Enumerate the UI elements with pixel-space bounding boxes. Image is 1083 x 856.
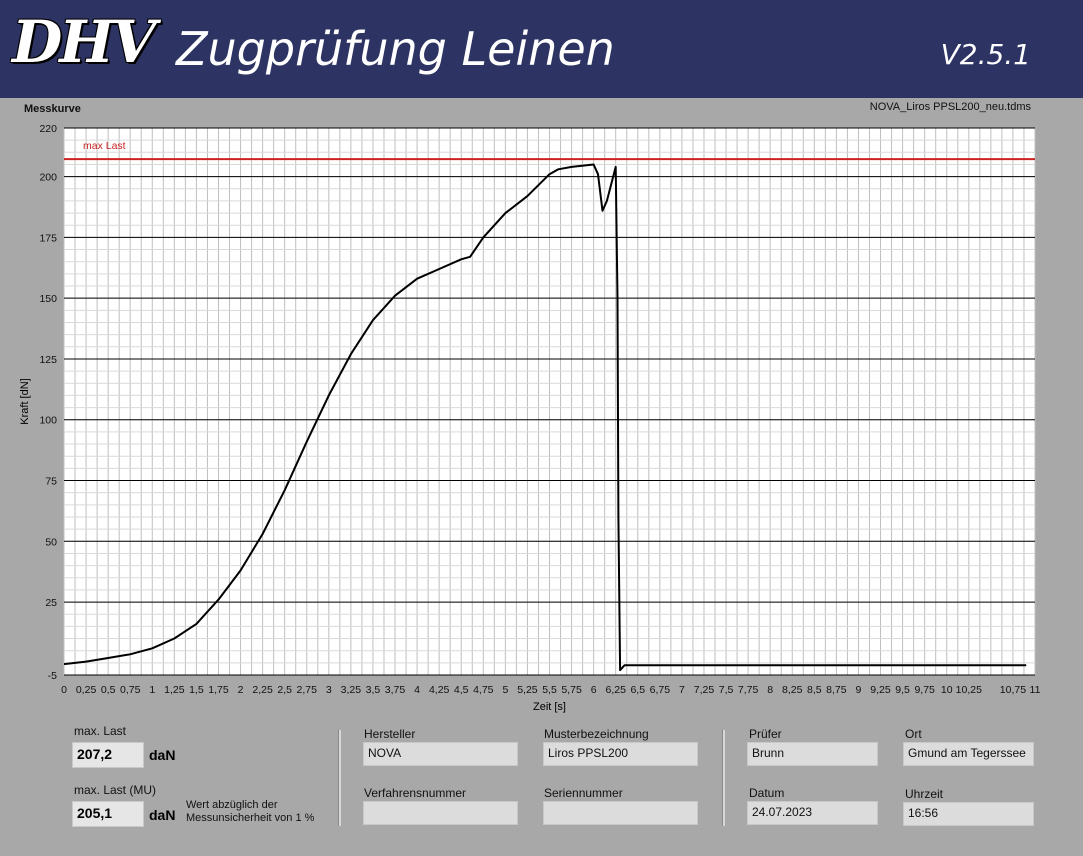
x-tick-label: 2,5 bbox=[277, 684, 292, 696]
x-tick-label: 9,25 bbox=[870, 684, 891, 696]
x-tick-label: 6,25 bbox=[605, 684, 626, 696]
x-tick-label: 1,25 bbox=[164, 684, 185, 696]
y-tick-label: 75 bbox=[45, 476, 57, 488]
x-tick-label: 0 bbox=[61, 684, 67, 696]
verfahrensnummer-field[interactable] bbox=[363, 801, 518, 825]
x-tick-label: 0,25 bbox=[76, 684, 97, 696]
x-tick-label: 3,25 bbox=[341, 684, 362, 696]
pruefer-label: Prüfer bbox=[749, 727, 782, 741]
x-tick-label: 0,75 bbox=[120, 684, 141, 696]
chart-filename: NOVA_Liros PPSL200_neu.tdms bbox=[869, 101, 1031, 113]
chart-panel-label: Messkurve bbox=[24, 103, 81, 115]
x-tick-label: 4,5 bbox=[454, 684, 469, 696]
max-last-reference-label: max Last bbox=[83, 140, 126, 152]
datum-label: Datum bbox=[749, 786, 785, 800]
x-tick-label: 9,5 bbox=[895, 684, 910, 696]
max-last-value: 207,2 bbox=[72, 742, 144, 768]
uhrzeit-field[interactable]: 16:56 bbox=[903, 802, 1034, 826]
x-tick-label: 3,5 bbox=[366, 684, 381, 696]
x-tick-label: 3 bbox=[326, 684, 332, 696]
y-tick-label: 220 bbox=[39, 123, 57, 135]
dhv-logo: DHV bbox=[12, 8, 156, 76]
y-tick-label: 200 bbox=[39, 172, 57, 184]
separator bbox=[722, 730, 725, 826]
x-tick-label: 7 bbox=[679, 684, 685, 696]
x-tick-label: 2,75 bbox=[297, 684, 318, 696]
force-time-chart: 0 0,25 0,5 0,75 1 1,25 1,5 1,75 2 2,25 2,5 2,75 3 3,2… bbox=[19, 123, 1041, 713]
ort-field[interactable]: Gmund am Tegerssee bbox=[903, 742, 1034, 766]
pruefer-field[interactable]: Brunn bbox=[747, 742, 878, 766]
x-tick-label: 5,75 bbox=[561, 684, 582, 696]
x-tick-label: 4 bbox=[414, 684, 420, 696]
x-tick-label: 0,5 bbox=[101, 684, 116, 696]
y-tick-label: -5 bbox=[48, 670, 57, 682]
x-tick-label: 6,75 bbox=[650, 684, 671, 696]
x-tick-label: 4,75 bbox=[473, 684, 494, 696]
hersteller-label: Hersteller bbox=[364, 727, 416, 741]
seriennummer-field[interactable] bbox=[543, 801, 698, 825]
uncertainty-note-line1: Wert abzüglich der bbox=[186, 799, 278, 811]
x-tick-label: 8,5 bbox=[807, 684, 822, 696]
version-label: V2.5.1 bbox=[940, 38, 1031, 71]
musterbezeichnung-field[interactable]: Liros PPSL200 bbox=[543, 742, 698, 766]
uhrzeit-label: Uhrzeit bbox=[905, 787, 944, 801]
x-tick-label: 10,75 bbox=[1000, 684, 1026, 696]
y-axis-label: Kraft [dN] bbox=[19, 378, 31, 424]
x-tick-label: 8 bbox=[767, 684, 773, 696]
ort-label: Ort bbox=[905, 727, 922, 741]
separator bbox=[338, 730, 341, 826]
x-tick-label: 8,75 bbox=[826, 684, 847, 696]
y-tick-label: 25 bbox=[45, 597, 57, 609]
verfahrensnummer-label: Verfahrensnummer bbox=[364, 786, 467, 800]
x-tick-label: 3,75 bbox=[385, 684, 406, 696]
x-tick-label: 1 bbox=[149, 684, 155, 696]
x-tick-label: 1,75 bbox=[208, 684, 229, 696]
y-tick-label: 125 bbox=[39, 354, 57, 366]
y-tick-label: 100 bbox=[39, 415, 57, 427]
force-series-line bbox=[63, 163, 1027, 672]
x-tick-label: 2 bbox=[238, 684, 244, 696]
uncertainty-note-line2: Messunsicherheit von 1 % bbox=[186, 812, 315, 824]
x-tick-label: 8,25 bbox=[782, 684, 803, 696]
x-tick-label: 5,25 bbox=[517, 684, 538, 696]
x-tick-label: 7,25 bbox=[694, 684, 715, 696]
x-tick-label: 2,25 bbox=[252, 684, 273, 696]
x-tick-label: 1,5 bbox=[189, 684, 204, 696]
x-tick-label: 7,75 bbox=[738, 684, 759, 696]
datum-field[interactable]: 24.07.2023 bbox=[747, 801, 878, 825]
max-last-mu-unit: daN bbox=[149, 807, 176, 823]
musterbezeichnung-label: Musterbezeichnung bbox=[544, 727, 649, 741]
y-tick-label: 50 bbox=[45, 536, 57, 548]
app-title: Zugprüfung Leinen bbox=[176, 22, 615, 76]
x-tick-label: 4,25 bbox=[429, 684, 450, 696]
max-last-mu-label: max. Last (MU) bbox=[74, 783, 157, 797]
max-last-label: max. Last bbox=[74, 724, 127, 738]
x-tick-label: 5,5 bbox=[542, 684, 557, 696]
seriennummer-label: Seriennummer bbox=[544, 786, 623, 800]
x-tick-label: 6 bbox=[591, 684, 597, 696]
x-tick-label: 10 bbox=[941, 684, 953, 696]
x-tick-label: 9,75 bbox=[914, 684, 935, 696]
x-axis-label: Zeit [s] bbox=[533, 701, 566, 713]
x-tick-label: 7,5 bbox=[719, 684, 734, 696]
hersteller-field[interactable]: NOVA bbox=[363, 742, 518, 766]
y-tick-label: 150 bbox=[39, 293, 57, 305]
y-tick-label: 175 bbox=[39, 232, 57, 244]
app-header: DHV Zugprüfung Leinen V2.5.1 bbox=[0, 0, 1083, 98]
max-last-mu-value: 205,1 bbox=[72, 801, 144, 827]
x-tick-label: 9 bbox=[856, 684, 862, 696]
x-tick-label: 10,25 bbox=[956, 684, 982, 696]
max-last-unit: daN bbox=[149, 747, 176, 763]
x-tick-label: 5 bbox=[502, 684, 508, 696]
x-tick-label: 6,5 bbox=[630, 684, 645, 696]
x-tick-label: 11 bbox=[1030, 684, 1041, 696]
